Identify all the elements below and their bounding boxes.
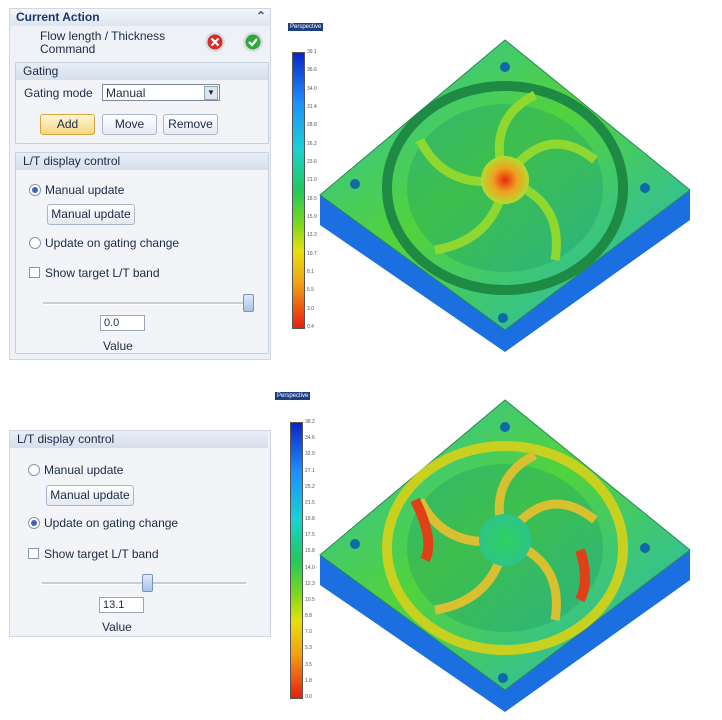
checkbox[interactable] xyxy=(29,267,40,278)
section-title: L/T display control xyxy=(16,153,268,170)
checkbox[interactable] xyxy=(28,548,39,559)
radio[interactable] xyxy=(28,517,40,529)
scale-label: 28.8 xyxy=(307,122,317,129)
radio[interactable] xyxy=(28,464,40,476)
scale-label: 21.5 xyxy=(305,499,315,506)
scale-label: 12.3 xyxy=(305,580,315,587)
panel-bottom: L/T display control Manual update Manual… xyxy=(9,430,271,637)
scale-label: 23.6 xyxy=(307,159,317,165)
scale-label: 10.7 xyxy=(307,250,317,257)
radio-label: Manual update xyxy=(45,183,125,197)
scale-label: 15.9 xyxy=(307,214,317,220)
scale-label: 31.4 xyxy=(307,104,317,110)
scale-label: 27.1 xyxy=(305,467,315,474)
radio[interactable] xyxy=(29,237,41,249)
scale-label: 34.0 xyxy=(307,85,317,92)
scale-label: 38.2 xyxy=(305,419,315,425)
gating-section: Gating Gating mode Manual ▼ Add Move Rem… xyxy=(15,62,269,144)
scale-label: 7.0 xyxy=(305,629,312,636)
scale-label: 8.1 xyxy=(307,269,314,275)
view-label: Perspective xyxy=(288,23,324,31)
fan-model xyxy=(319,399,691,712)
scale-label: 17.5 xyxy=(305,532,315,539)
fan-model xyxy=(319,39,691,352)
scale-label: 13.3 xyxy=(307,232,317,239)
scale-label: 10.5 xyxy=(305,596,315,603)
value-field[interactable]: 13.1 xyxy=(99,597,144,613)
scale-label: 3.5 xyxy=(305,661,312,668)
radio-label: Update on gating change xyxy=(45,236,180,250)
panel-top: Current Action ⌃ Flow length / Thickness … xyxy=(9,8,271,360)
scale-label: 19.8 xyxy=(305,516,315,523)
dropdown[interactable]: Manual ▼ xyxy=(102,84,220,101)
scale-label: 8.8 xyxy=(305,613,312,620)
label: Gating mode xyxy=(24,86,93,100)
scale-label: 0.4 xyxy=(307,324,314,330)
radio[interactable] xyxy=(29,184,41,196)
radio-label: Update on gating change xyxy=(44,516,179,530)
ok-button[interactable] xyxy=(243,32,263,52)
scale-label: 5.5 xyxy=(307,287,314,294)
field-label: Value xyxy=(103,339,133,353)
scale-label: 32.9 xyxy=(305,451,315,458)
button[interactable]: Manual update xyxy=(47,204,135,225)
value-field[interactable]: 0.0 xyxy=(100,315,145,331)
slider-track xyxy=(43,302,251,305)
button[interactable]: Add xyxy=(40,114,95,135)
scale-label: 34.6 xyxy=(305,435,315,442)
scale-label: 18.5 xyxy=(307,195,317,202)
dropdown-value: Manual xyxy=(106,86,146,100)
section-title: L/T display control xyxy=(10,431,268,448)
scale-label: 5.3 xyxy=(305,645,312,652)
scale-label: 14.0 xyxy=(305,564,315,571)
command-text: Flow length / Thickness Command xyxy=(40,29,166,56)
scale-label: 26.2 xyxy=(307,140,317,147)
field-label: Value xyxy=(102,620,132,634)
button[interactable]: Manual update xyxy=(46,485,134,506)
checkbox-label: Show target L/T band xyxy=(44,547,159,561)
model-renders xyxy=(319,39,691,712)
scale-label: 1.8 xyxy=(305,677,312,684)
title-text: Current Action xyxy=(16,10,100,24)
scale-label: 39.1 xyxy=(307,49,317,55)
scale-label: 25.2 xyxy=(305,483,315,490)
slider-thumb[interactable] xyxy=(243,294,254,312)
button[interactable]: Move xyxy=(102,114,157,135)
scale-label: 15.8 xyxy=(305,548,315,555)
checkbox-label: Show target L/T band xyxy=(45,266,160,280)
action-icons xyxy=(205,32,263,52)
color-scale xyxy=(290,422,303,699)
button[interactable]: Remove xyxy=(163,114,218,135)
dropdown-arrow: ▼ xyxy=(204,86,218,100)
panel-title: Current Action ⌃ xyxy=(10,9,270,26)
collapse-icon[interactable]: ⌃ xyxy=(255,9,266,23)
slider-thumb[interactable] xyxy=(142,574,153,592)
section-title: Gating xyxy=(16,63,268,80)
cancel-button[interactable] xyxy=(205,32,225,52)
scale-label: 3.0 xyxy=(307,305,314,312)
scale-label: 0.0 xyxy=(305,694,312,700)
color-scale xyxy=(292,52,305,329)
view-label: Perspective xyxy=(275,392,311,400)
lt-section: L/T display control Manual update Manual… xyxy=(10,431,268,634)
scale-label: 21.0 xyxy=(307,177,317,184)
scale-label: 36.6 xyxy=(307,67,317,74)
radio-label: Manual update xyxy=(44,463,124,477)
lt-section: L/T display control Manual update Manual… xyxy=(15,152,269,354)
